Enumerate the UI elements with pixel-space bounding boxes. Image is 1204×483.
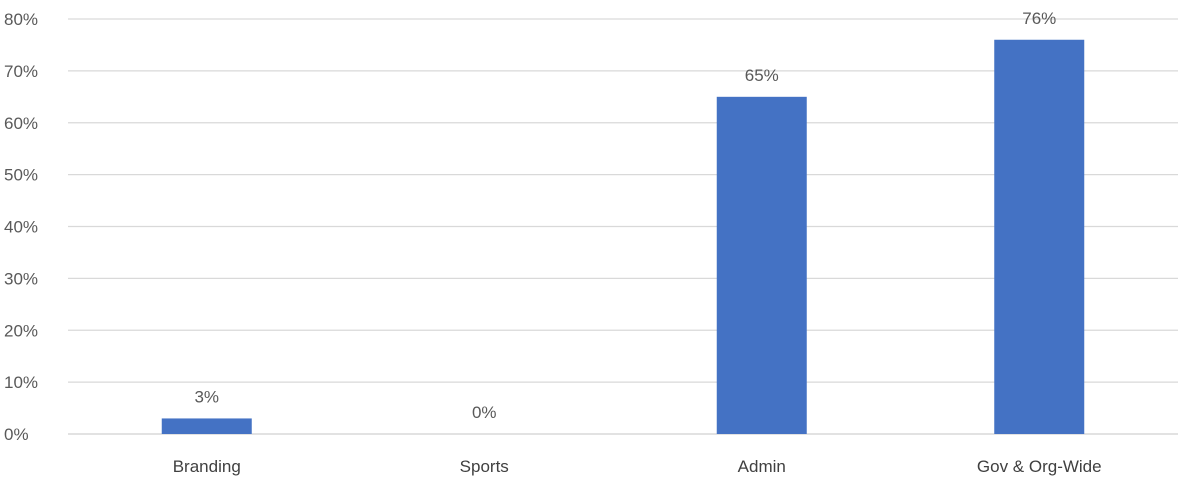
x-category-label: Branding bbox=[173, 457, 241, 476]
bar bbox=[716, 96, 807, 434]
y-tick-label: 70% bbox=[4, 62, 38, 81]
x-category-label: Sports bbox=[460, 457, 509, 476]
y-tick-label: 60% bbox=[4, 114, 38, 133]
y-tick-label: 80% bbox=[4, 10, 38, 29]
data-label: 3% bbox=[194, 387, 219, 406]
y-tick-label: 50% bbox=[4, 166, 38, 185]
data-label: 0% bbox=[472, 403, 497, 422]
x-category-label: Admin bbox=[738, 457, 786, 476]
data-label: 65% bbox=[745, 66, 779, 85]
data-label: 76% bbox=[1022, 9, 1056, 28]
bars bbox=[161, 39, 1085, 434]
y-tick-label: 10% bbox=[4, 373, 38, 392]
y-axis-tick-labels: 0% 10% 20% 30% 40% 50% 60% 70% 80% bbox=[4, 10, 38, 444]
data-labels: 3% 0% 65% 76% bbox=[194, 9, 1056, 422]
gridlines bbox=[68, 18, 1178, 435]
bar bbox=[994, 39, 1085, 434]
x-category-label: Gov & Org-Wide bbox=[977, 457, 1102, 476]
y-tick-label: 30% bbox=[4, 269, 38, 288]
y-tick-label: 0% bbox=[4, 425, 29, 444]
x-axis-category-labels: Branding Sports Admin Gov & Org-Wide bbox=[173, 457, 1102, 476]
bar bbox=[161, 418, 252, 434]
y-tick-label: 20% bbox=[4, 321, 38, 340]
y-tick-label: 40% bbox=[4, 218, 38, 237]
